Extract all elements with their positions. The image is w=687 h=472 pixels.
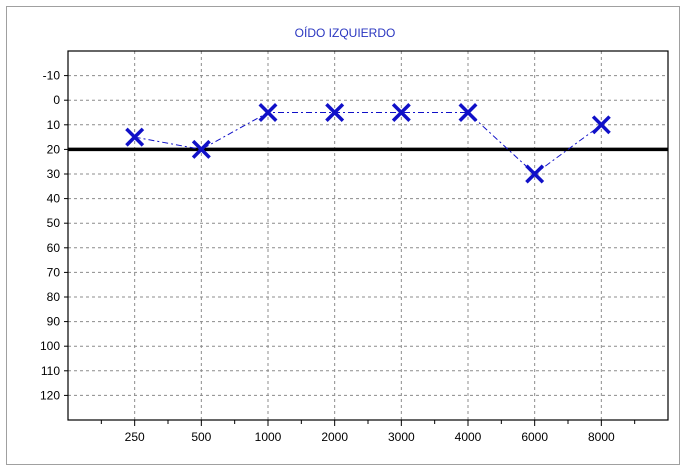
x-tick-label: 4000 [455,430,482,444]
y-tick-label: 100 [40,339,60,353]
x-tick-label: 8000 [588,430,615,444]
data-point-marker [591,115,611,135]
series-group [125,103,611,184]
data-point-marker [258,103,278,122]
series-line [134,112,602,175]
data-point-marker [391,103,411,122]
x-tick-label: 250 [125,430,145,444]
data-point-marker [525,164,545,184]
x-tick-label: 2000 [321,430,348,444]
data-point-marker [458,103,478,122]
x-tick-label: 6000 [521,430,548,444]
x-tick-label: 3000 [388,430,415,444]
x-tick-label: 1000 [255,430,282,444]
y-tick-label: 110 [41,364,60,378]
y-tick-label: 90 [47,315,61,329]
y-tick-label: 120 [40,388,60,402]
chart-frame [6,6,680,465]
y-tick-label: -10 [43,69,61,83]
y-tick-label: 0 [53,93,60,107]
data-point-marker [125,127,145,147]
grid [68,51,668,420]
y-tick-label: 50 [47,216,61,230]
y-tick-label: 10 [47,118,61,132]
x-tick-label: 500 [191,430,211,444]
y-tick-label: 40 [47,192,61,206]
chart-title: OÍDO IZQUIERDO [295,25,396,40]
plot-area-outline [67,50,669,421]
data-point-marker [191,139,211,159]
data-point-marker [325,103,345,122]
y-tick-label: 20 [47,142,61,156]
y-tick-label: 80 [47,290,61,304]
y-axis-ticks: -10 0 10 20 30 40 50 60 70 80 90 100 110 120 [40,69,68,402]
x-axis-ticks: 250 500 1000 2000 3000 4000 6000 8000 [100,420,636,444]
y-tick-label: 60 [47,241,61,255]
y-tick-label: 30 [47,167,61,181]
y-tick-label: 70 [47,265,61,279]
